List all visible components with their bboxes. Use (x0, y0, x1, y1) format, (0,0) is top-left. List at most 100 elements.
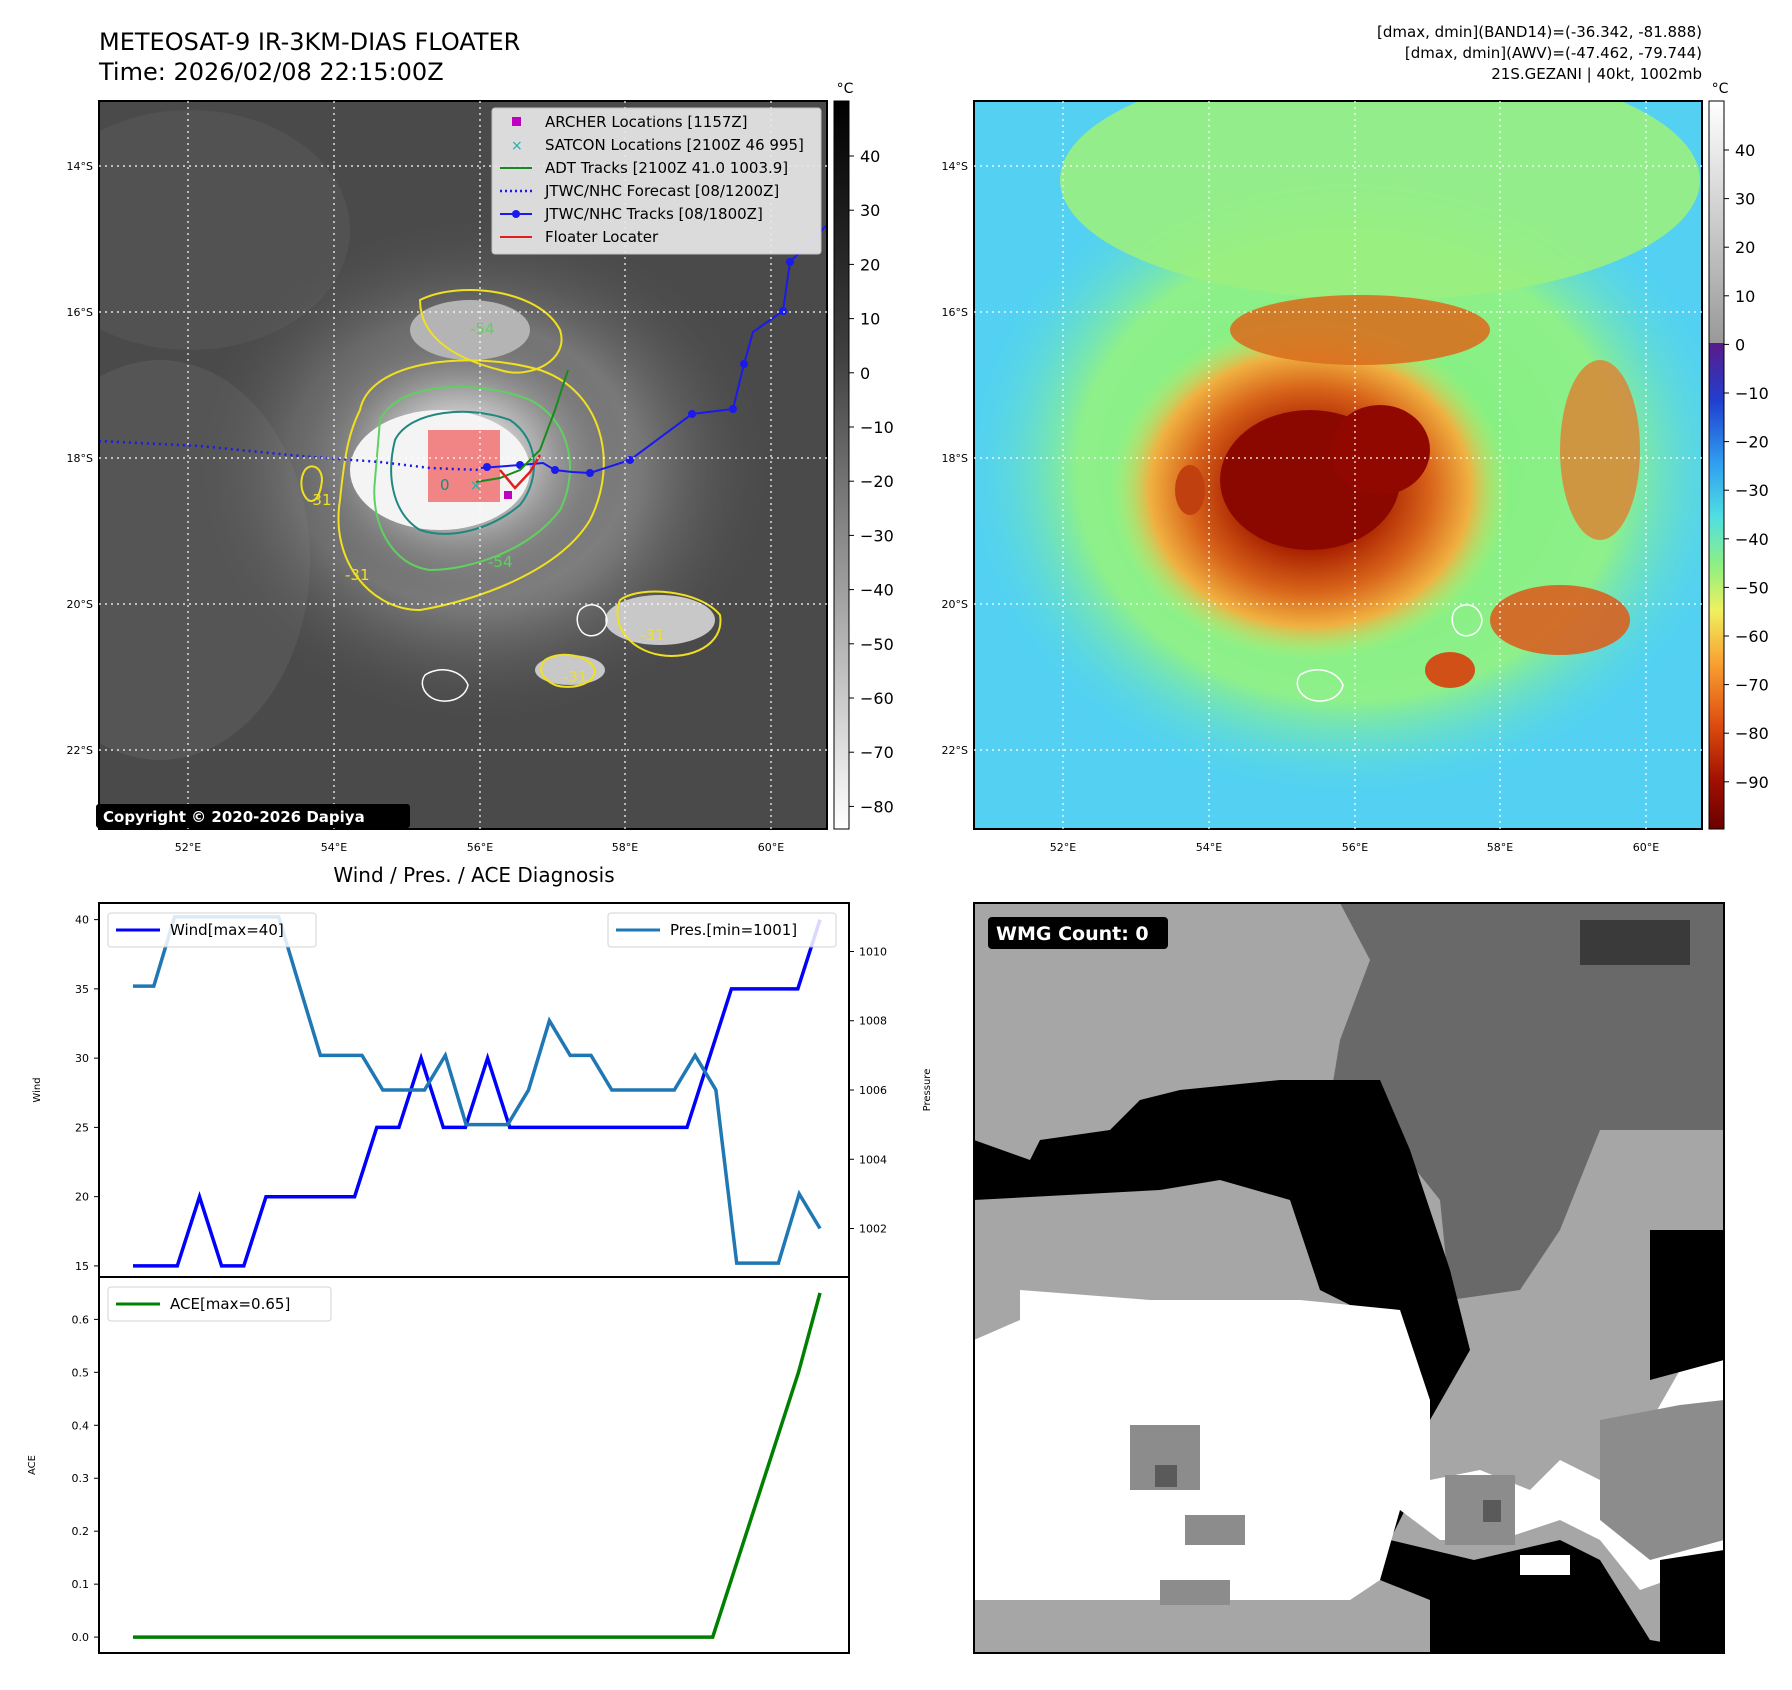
ir-colorbar: °C 40 30 20 10 0 −10 −20 −30 −40 −50 −60 −70 −80 (833, 81, 894, 830)
legend-label: Floater Locater (545, 228, 659, 246)
colorbar-tick-label: −80 (860, 797, 894, 816)
pressure-tick-label: 1006 (859, 1084, 887, 1097)
contour-label: -31 (563, 668, 588, 686)
colorbar-tick-label: −30 (860, 526, 894, 545)
ace-tick-label: 0.0 (72, 1631, 90, 1644)
stats-line-2: [dmax, dmin](AWV)=(-47.462, -79.744) (1405, 44, 1702, 62)
lon-tick-label: 54°E (1196, 841, 1222, 854)
wmg-count-label: WMG Count: 0 (996, 923, 1149, 945)
wmg-panel: WMG Count: 0 (973, 902, 1725, 1654)
wind-axis-label: Wind (32, 1077, 43, 1102)
colorbar-tick-label: 0 (860, 364, 870, 383)
ace-tick-label: 0.6 (72, 1313, 90, 1326)
colorbar-tick-label: −20 (1735, 433, 1769, 452)
ace-legend-label: ACE[max=0.65] (170, 1295, 290, 1313)
tracks-legend-dot (512, 210, 520, 218)
copyright-text: Copyright © 2020-2026 Dapiya (103, 808, 365, 826)
ir-colorbar-unit: °C (837, 81, 854, 97)
colorbar-tick-label: 10 (860, 310, 880, 329)
ace-tick-label: 0.4 (72, 1419, 90, 1432)
colorbar-tick-label: 20 (1735, 238, 1755, 257)
wind-tick-label: 35 (75, 983, 89, 996)
wind-tick-label: 40 (75, 914, 89, 927)
colorbar-tick-label: 40 (860, 147, 880, 166)
pressure-legend: Pres.[min=1001] (607, 912, 837, 948)
copyright-badge (96, 804, 410, 828)
colorbar-tick-label: −40 (1735, 530, 1769, 549)
lat-tick-label: 22°S (67, 744, 93, 757)
lat-tick-label: 14°S (942, 160, 968, 173)
colorbar-tick-label: −70 (1735, 676, 1769, 695)
ace-tick-label: 0.1 (72, 1578, 90, 1591)
lon-tick-label: 56°E (467, 841, 493, 854)
lat-tick-label: 14°S (67, 160, 93, 173)
lon-tick-label: 52°E (1050, 841, 1076, 854)
pressure-axis-label: Pressure (922, 1069, 933, 1112)
lat-tick-label: 16°S (67, 306, 93, 319)
lon-tick-label: 60°E (1633, 841, 1659, 854)
legend-label: JTWC/NHC Forecast [08/1200Z] (544, 182, 779, 200)
wind-legend-label: Wind[max=40] (170, 921, 284, 939)
colorbar-tick-label: −90 (1735, 773, 1769, 792)
wind-tick-label: 20 (75, 1191, 89, 1204)
awv-colorbar-unit: °C (1712, 81, 1729, 97)
colorbar-tick-label: −50 (860, 635, 894, 654)
lat-tick-label: 16°S (942, 306, 968, 319)
colorbar-tick-label: −10 (860, 418, 894, 437)
wind-tick-label: 15 (75, 1260, 89, 1273)
watermark: © Dapiya 2026 (620, 109, 704, 120)
ace-legend: ACE[max=0.65] (107, 1286, 332, 1322)
title-line-1: METEOSAT-9 IR-3KM-DIAS FLOATER (99, 28, 520, 56)
colorbar-tick-label: −20 (860, 472, 894, 491)
svg-text:×: × (470, 478, 482, 494)
lat-tick-label: 20°S (942, 598, 968, 611)
colorbar-tick-label: 40 (1735, 141, 1755, 160)
colorbar-tick-label: 0 (1735, 335, 1745, 354)
wind-tick-label: 30 (75, 1052, 89, 1065)
diagnosis-title: Wind / Pres. / ACE Diagnosis (333, 863, 614, 887)
colorbar-tick-label: 20 (860, 255, 880, 274)
lon-tick-label: 58°E (1487, 841, 1513, 854)
satcon-legend-marker: × (511, 138, 523, 154)
contour-label: -54 (488, 553, 513, 571)
lat-tick-label: 22°S (942, 744, 968, 757)
contour-label: -31 (307, 491, 332, 509)
contour-label: -54 (470, 320, 495, 338)
lon-tick-label: 60°E (758, 841, 784, 854)
colorbar-tick-label: 30 (860, 201, 880, 220)
colorbar-tick-label: 30 (1735, 190, 1755, 209)
colorbar-tick-label: −30 (1735, 481, 1769, 500)
title-line-2: Time: 2026/02/08 22:15:00Z (98, 58, 444, 86)
colorbar-tick-label: −60 (860, 689, 894, 708)
ace-tick-label: 0.2 (72, 1525, 90, 1538)
pressure-tick-label: 1008 (859, 1015, 887, 1028)
legend-label: JTWC/NHC Tracks [08/1800Z] (544, 205, 763, 223)
archer-legend-marker (512, 117, 521, 126)
wmg-count-badge (988, 917, 1168, 949)
wind-legend: Wind[max=40] (107, 912, 317, 948)
pressure-tick-label: 1004 (859, 1153, 887, 1166)
legend-label: ARCHER Locations [1157Z] (545, 113, 748, 131)
lon-tick-label: 54°E (321, 841, 347, 854)
colorbar-tick-label: −10 (1735, 384, 1769, 403)
contour-label: 0 (440, 476, 450, 494)
lon-tick-label: 58°E (612, 841, 638, 854)
colorbar-tick-label: −40 (860, 581, 894, 600)
colorbar-tick-label: −50 (1735, 578, 1769, 597)
lat-tick-label: 18°S (942, 452, 968, 465)
lat-tick-label: 20°S (67, 598, 93, 611)
stats-line-1: [dmax, dmin](BAND14)=(-36.342, -81.888) (1377, 23, 1702, 41)
pressure-legend-label: Pres.[min=1001] (670, 921, 797, 939)
awv-map-panel (973, 100, 1703, 830)
ir-legend: ARCHER Locations [1157Z] × SATCON Location… (491, 107, 822, 255)
ace-chart: 0.6 0.5 0.4 0.3 0.2 0.1 0.0 ACE ACE[max=0.65] (27, 1276, 850, 1654)
lon-tick-label: 56°E (1342, 841, 1368, 854)
ace-tick-label: 0.3 (72, 1472, 90, 1485)
ace-axis-label: ACE (27, 1455, 38, 1475)
wind-pressure-chart: 40 35 30 25 20 15 1010 1008 1006 1004 1002 Wind P… (32, 902, 933, 1278)
legend-label: ADT Tracks [2100Z 41.0 1003.9] (545, 159, 788, 177)
colorbar-tick-label: −60 (1735, 627, 1769, 646)
wind-tick-label: 25 (75, 1121, 89, 1134)
colorbar-tick-label: −70 (860, 743, 894, 762)
